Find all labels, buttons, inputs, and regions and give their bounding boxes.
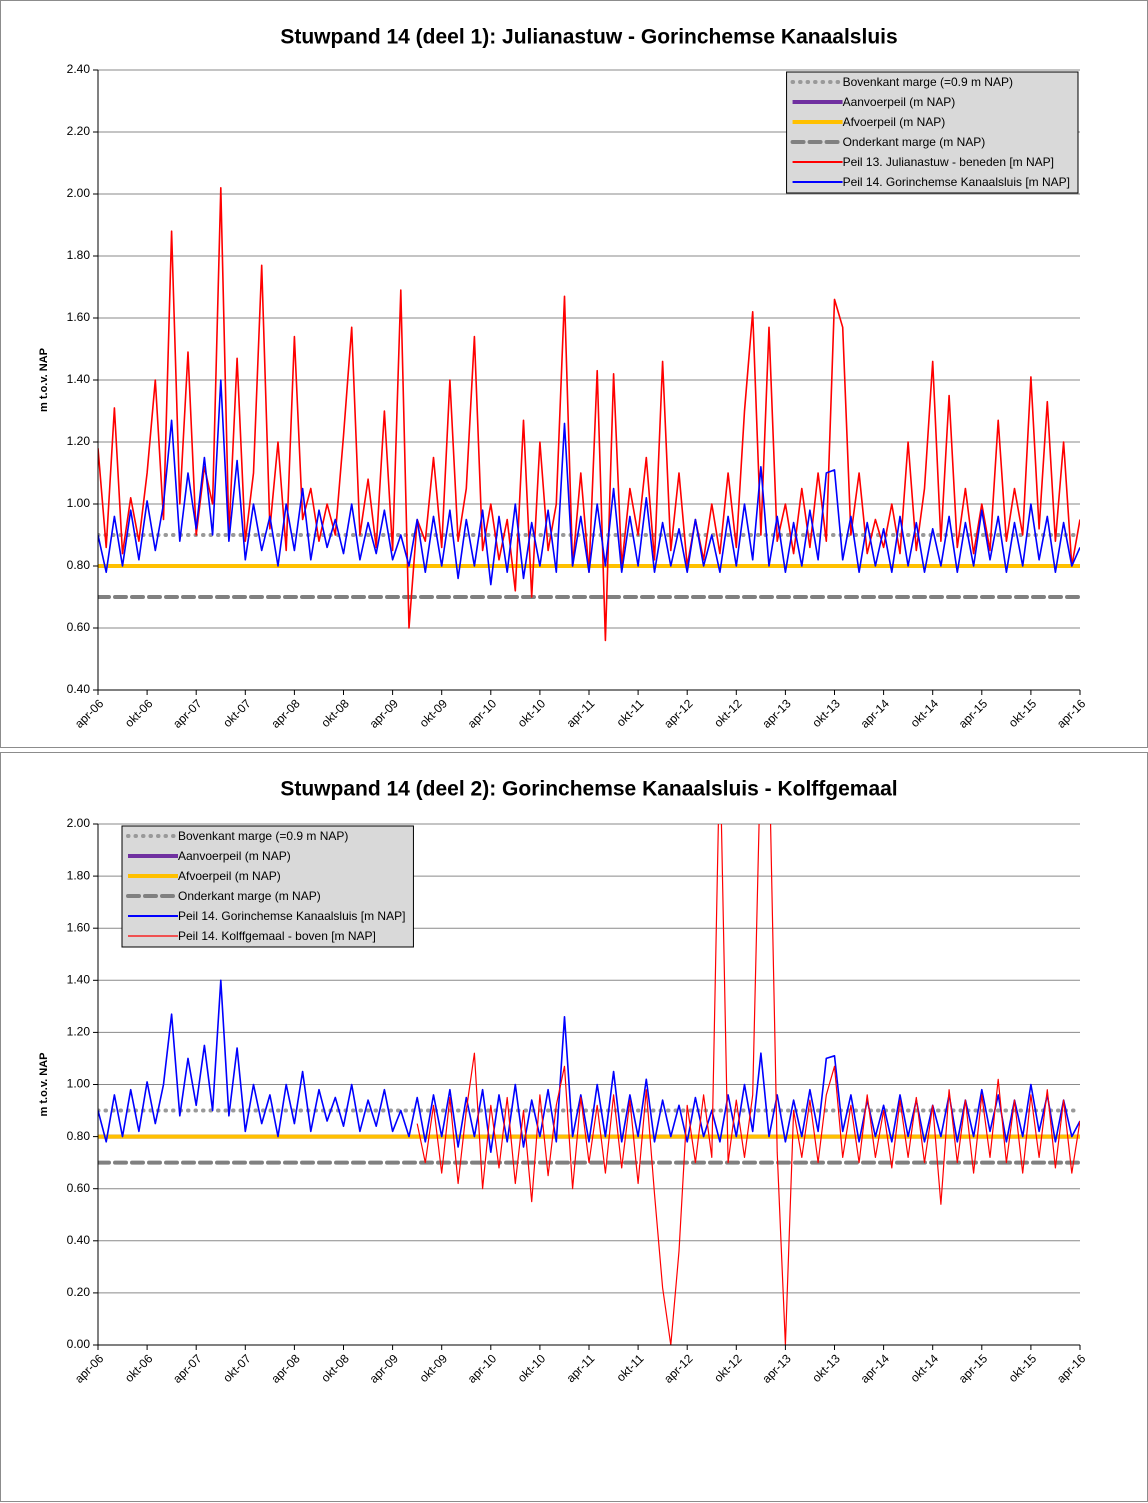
legend: Bovenkant marge (=0.9 m NAP) Aanvoerpeil …: [121, 825, 414, 948]
chart: Stuwpand 14 (deel 2): Gorinchemse Kanaal…: [38, 778, 1089, 1386]
legend-label: Aanvoerpeil (m NAP): [178, 849, 291, 863]
y-tick-label: 2.20: [67, 124, 91, 138]
y-tick-label: 1.40: [67, 372, 91, 386]
chart-title: Stuwpand 14 (deel 2): Gorinchemse Kanaal…: [280, 778, 897, 801]
y-tick-label: 1.80: [67, 248, 91, 262]
y-tick-label: 0.00: [67, 1337, 91, 1351]
legend-label: Peil 13. Julianastuw - beneden [m NAP]: [843, 155, 1054, 169]
y-tick-label: 1.40: [67, 972, 91, 986]
y-tick-label: 2.40: [67, 62, 91, 76]
y-axis-label: m t.o.v. NAP: [38, 1053, 50, 1117]
y-tick-label: 2.00: [67, 186, 91, 200]
y-tick-label: 0.20: [67, 1285, 91, 1299]
legend: Bovenkant marge (=0.9 m NAP) Aanvoerpeil …: [786, 71, 1079, 194]
legend-box: [786, 71, 1079, 194]
legend-label: Afvoerpeil (m NAP): [178, 869, 281, 883]
y-tick-label: 0.60: [67, 1181, 91, 1195]
y-tick-label: 1.60: [67, 310, 91, 324]
y-tick-label: 1.80: [67, 868, 91, 882]
legend-label: Bovenkant marge (=0.9 m NAP): [843, 75, 1013, 89]
chart-title: Stuwpand 14 (deel 1): Julianastuw - Gori…: [280, 26, 897, 49]
legend-label: Onderkant marge (m NAP): [178, 889, 321, 903]
y-tick-label: 0.80: [67, 558, 91, 572]
y-tick-label: 2.00: [67, 816, 91, 830]
y-tick-label: 1.00: [67, 496, 91, 510]
legend-label: Peil 14. Kolffgemaal - boven [m NAP]: [178, 929, 376, 943]
y-tick-label: 1.60: [67, 920, 91, 934]
series-line: [98, 379, 1080, 586]
y-tick-label: 1.20: [67, 434, 91, 448]
y-axis-label: m t.o.v. NAP: [38, 348, 50, 412]
y-tick-label: 0.80: [67, 1129, 91, 1143]
series-line: [416, 824, 1080, 1345]
y-tick-label: 0.40: [67, 682, 91, 696]
legend-label: Bovenkant marge (=0.9 m NAP): [178, 829, 348, 843]
y-tick-label: 0.60: [67, 620, 91, 634]
legend-label: Onderkant marge (m NAP): [843, 135, 986, 149]
y-tick-label: 1.20: [67, 1025, 91, 1039]
y-tick-label: 1.00: [67, 1077, 91, 1091]
legend-label: Afvoerpeil (m NAP): [843, 115, 946, 129]
legend-box: [121, 825, 414, 948]
y-tick-label: 0.40: [67, 1233, 91, 1247]
legend-label: Peil 14. Gorinchemse Kanaalsluis [m NAP]: [843, 175, 1070, 189]
legend-label: Aanvoerpeil (m NAP): [843, 95, 956, 109]
legend-label: Peil 14. Gorinchemse Kanaalsluis [m NAP]: [178, 909, 405, 923]
